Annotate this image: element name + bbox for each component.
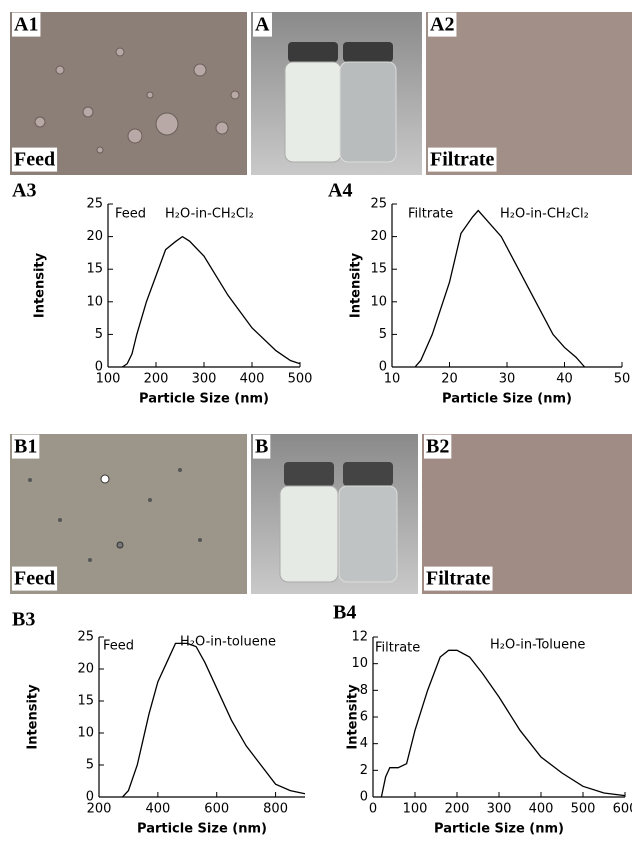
x-tick-label: 400 — [529, 802, 554, 817]
y-tick-label: 0 — [379, 360, 387, 375]
data-line — [122, 237, 300, 367]
photo-caption: Filtrate — [426, 568, 491, 590]
x-tick-label: 400 — [145, 802, 170, 817]
figure: A1FeedAA2FiltrateB1FeedBB2Filtrate100200… — [0, 0, 632, 846]
y-tick-label: 20 — [370, 229, 387, 244]
y-tick-label: 8 — [360, 683, 368, 698]
x-tick-label: 600 — [204, 802, 229, 817]
y-tick-label: 0 — [95, 360, 103, 375]
vial-photo-b — [251, 434, 418, 594]
data-line — [381, 650, 625, 797]
y-tick-label: 6 — [360, 710, 368, 725]
x-tick-label: 40 — [556, 372, 573, 387]
panel-label: B3 — [12, 609, 35, 631]
annotation: Feed — [103, 639, 134, 654]
annotation: Filtrate — [375, 641, 420, 656]
x-tick-label: 0 — [369, 802, 377, 817]
panel-label: A1 — [14, 14, 38, 36]
panel-label: B1 — [14, 436, 37, 458]
panel-label: A4 — [328, 180, 352, 202]
x-axis-title: Particle Size (nm) — [137, 822, 267, 837]
y-tick-label: 10 — [370, 294, 387, 309]
y-tick-label: 25 — [370, 197, 387, 212]
x-tick-label: 100 — [403, 802, 428, 817]
x-tick-label: 600 — [613, 802, 632, 817]
vial-photo-a — [251, 12, 422, 175]
photo-caption: Feed — [14, 568, 55, 590]
y-tick-label: 15 — [77, 694, 94, 709]
panel-label: B4 — [333, 602, 356, 624]
y-tick-label: 25 — [77, 630, 94, 645]
y-tick-label: 2 — [360, 763, 368, 778]
y-axis-title: Intensity — [33, 252, 48, 318]
x-tick-label: 500 — [571, 802, 596, 817]
y-tick-label: 4 — [360, 736, 368, 751]
y-axis-title: Intensity — [349, 252, 364, 318]
x-tick-label: 300 — [192, 372, 217, 387]
x-tick-label: 50 — [614, 372, 631, 387]
panel-label: A3 — [12, 180, 36, 202]
panel-label: B — [255, 436, 268, 458]
annotation: Feed — [115, 207, 146, 222]
y-tick-label: 0 — [86, 790, 94, 805]
x-tick-label: 400 — [240, 372, 265, 387]
data-line — [123, 643, 305, 797]
x-axis-title: Particle Size (nm) — [442, 392, 572, 407]
y-tick-label: 5 — [86, 758, 94, 773]
annotation: H₂O-in-toluene — [180, 635, 276, 650]
y-tick-label: 20 — [77, 662, 94, 677]
y-tick-label: 10 — [86, 294, 103, 309]
annotation: Filtrate — [408, 207, 453, 222]
y-tick-label: 5 — [95, 327, 103, 342]
annotation: H₂O-in-CH₂Cl₂ — [500, 207, 589, 222]
panel-label: A2 — [430, 14, 454, 36]
y-axis-title: Intensity — [346, 684, 361, 750]
x-tick-label: 200 — [144, 372, 169, 387]
photo-caption: Filtrate — [430, 149, 495, 171]
x-axis-title: Particle Size (nm) — [434, 822, 564, 837]
panel-label: A — [255, 14, 270, 36]
y-tick-label: 10 — [351, 656, 368, 671]
panel-label: B2 — [426, 436, 449, 458]
annotation: H₂O-in-Toluene — [490, 638, 585, 653]
data-line — [415, 211, 585, 367]
y-tick-label: 15 — [86, 262, 103, 277]
photo-caption: Feed — [14, 149, 55, 171]
y-tick-label: 12 — [351, 630, 368, 645]
y-tick-label: 15 — [370, 262, 387, 277]
y-tick-label: 10 — [77, 726, 94, 741]
x-tick-label: 20 — [441, 372, 458, 387]
x-tick-label: 200 — [445, 802, 470, 817]
x-tick-label: 30 — [499, 372, 516, 387]
x-tick-label: 800 — [263, 802, 288, 817]
x-axis-title: Particle Size (nm) — [139, 392, 269, 407]
x-tick-label: 300 — [487, 802, 512, 817]
annotation: H₂O-in-CH₂Cl₂ — [165, 207, 254, 222]
y-axis-title: Intensity — [26, 684, 41, 750]
y-tick-label: 25 — [86, 197, 103, 212]
y-tick-label: 0 — [360, 790, 368, 805]
y-tick-label: 20 — [86, 229, 103, 244]
x-tick-label: 500 — [288, 372, 313, 387]
y-tick-label: 5 — [379, 327, 387, 342]
